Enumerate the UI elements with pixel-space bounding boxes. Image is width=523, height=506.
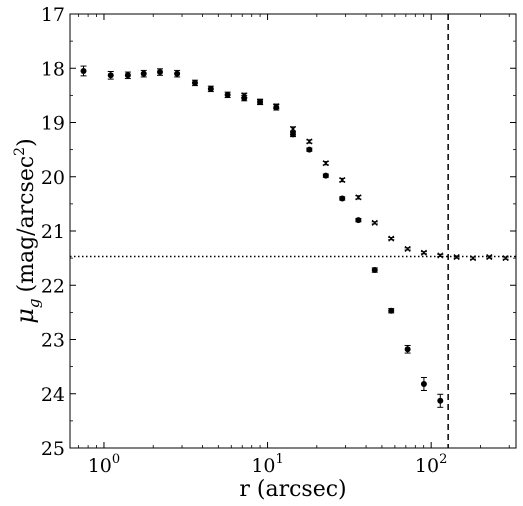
data-point — [124, 72, 131, 79]
y-tick-label: 18 — [41, 58, 65, 80]
data-point — [502, 255, 509, 262]
data-point — [404, 245, 411, 252]
y-tick-label: 24 — [41, 384, 65, 406]
data-point — [207, 85, 214, 92]
series-circles — [80, 65, 444, 408]
plot-frame — [69, 13, 517, 449]
data-point — [257, 98, 264, 105]
data-point — [420, 249, 427, 256]
axis-major-ticks: 100 101 102 17 18 19 20 21 22 23 24 25 — [41, 4, 516, 477]
data-point — [339, 176, 346, 184]
data-point — [140, 70, 147, 77]
data-point — [388, 235, 395, 242]
data-series — [80, 65, 509, 408]
data-point — [437, 252, 444, 259]
data-point — [273, 103, 280, 110]
y-tick-label: 21 — [41, 221, 65, 243]
y-tick-label: 25 — [41, 438, 65, 460]
data-point — [453, 253, 460, 261]
data-point — [224, 91, 231, 98]
data-point — [339, 195, 346, 202]
y-tick-label: 17 — [41, 4, 65, 26]
data-point — [241, 92, 248, 99]
y-tick-label: 20 — [41, 167, 65, 189]
data-point — [322, 160, 329, 167]
data-point — [371, 219, 378, 226]
data-point — [420, 380, 427, 387]
y-tick-label: 22 — [41, 275, 65, 297]
y-axis-label: μg(mag/arcsec2) — [11, 138, 43, 323]
data-point — [289, 131, 296, 138]
series-crosses — [241, 92, 509, 262]
data-point — [388, 307, 395, 314]
data-point — [191, 79, 198, 86]
data-point — [289, 125, 297, 133]
y-tick-label: 19 — [41, 113, 65, 135]
data-point — [355, 194, 362, 201]
data-point — [322, 172, 329, 179]
data-point — [306, 138, 313, 145]
x-tick-label: 101 — [251, 452, 283, 477]
x-minor-ticks — [78, 14, 510, 448]
data-point — [469, 255, 477, 262]
data-point — [306, 146, 313, 153]
data-point — [174, 70, 181, 77]
x-tick-label: 102 — [415, 452, 447, 477]
data-point — [80, 67, 87, 74]
data-point — [107, 72, 114, 79]
y-tick-label: 23 — [41, 330, 65, 352]
data-point — [355, 217, 362, 224]
data-point — [371, 267, 378, 274]
data-point — [404, 346, 411, 353]
x-tick-label: 100 — [88, 452, 120, 477]
data-point — [486, 253, 493, 261]
data-point — [437, 397, 444, 404]
x-axis-label: r (arcsec) — [239, 477, 346, 502]
reference-lines — [70, 14, 516, 448]
data-point — [156, 69, 163, 76]
